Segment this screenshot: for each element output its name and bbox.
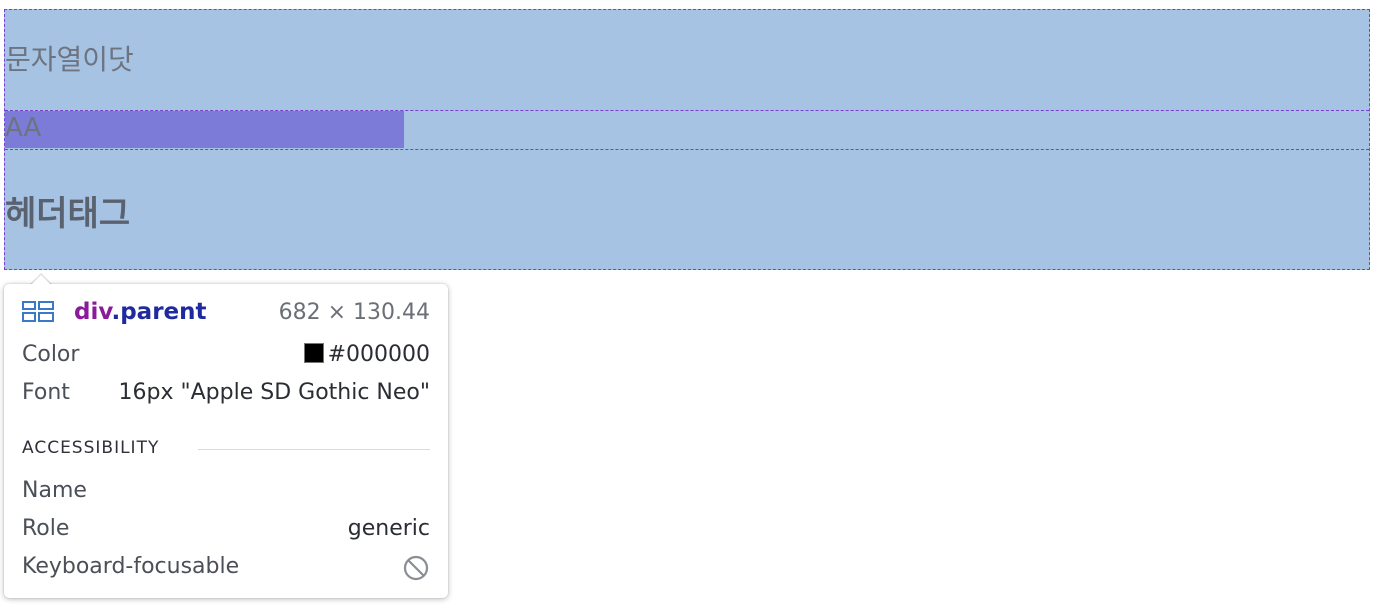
selector-tag: div [74,299,112,325]
font-label: Font [22,380,70,405]
color-label: Color [22,342,80,367]
accessibility-title: ACCESSIBILITY [22,438,172,458]
role-label: Role [22,516,70,541]
element-dimensions: 682 × 130.44 [278,300,430,325]
tooltip-header: div.parent 682 × 130.44 [22,298,430,328]
inspect-tooltip: div.parent 682 × 130.44 Color #000000 Fo… [4,273,448,598]
color-row: Color #000000 [22,342,430,372]
color-value: #000000 [327,342,430,367]
color-swatch [303,343,324,363]
section-divider [198,449,430,450]
element-selector: div.parent [74,299,207,325]
accessibility-section-title: ACCESSIBILITY [22,438,430,460]
role-row: Role generic [22,516,430,546]
highlighted-parent-div[interactable]: 문자열이닷 AA 헤더태그 [4,9,1370,270]
selector-class: .parent [111,299,207,325]
keyboard-focusable-label: Keyboard-focusable [22,554,240,579]
inline-text: AA [5,113,42,143]
keyboard-focusable-row: Keyboard-focusable [22,554,430,584]
color-value-wrap: #000000 [303,342,430,367]
inline-element-highlight [5,111,404,148]
inline-block[interactable]: AA [5,110,1369,150]
not-allowed-icon [403,555,429,581]
name-row: Name [22,478,430,508]
role-value: generic [347,516,430,541]
text-line-block[interactable]: 문자열이닷 [5,10,1369,111]
tooltip-arrow [31,275,51,285]
font-value: 16px "Apple SD Gothic Neo" [118,380,430,405]
name-label: Name [22,478,87,503]
heading-block[interactable]: 헤더태그 [5,150,1369,269]
font-row: Font 16px "Apple SD Gothic Neo" [22,380,430,410]
text-line: 문자열이닷 [5,43,134,76]
heading-text: 헤더태그 [5,194,131,234]
grid-layout-icon [22,301,54,322]
